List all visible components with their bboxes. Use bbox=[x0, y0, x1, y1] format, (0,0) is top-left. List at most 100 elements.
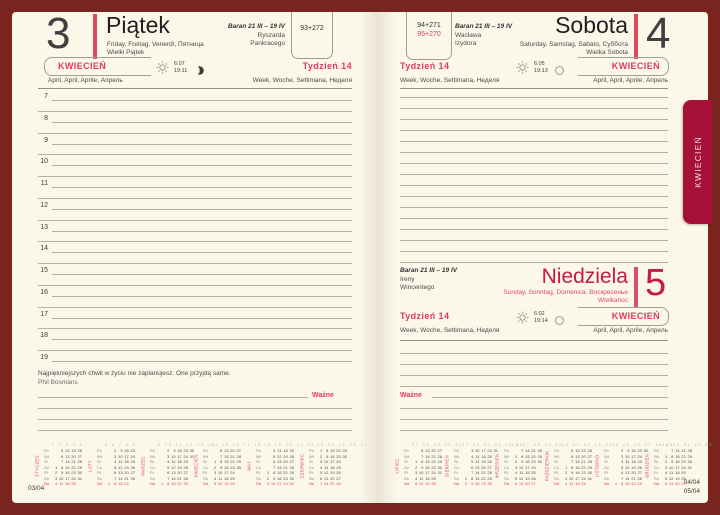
day-cell: 28 bbox=[587, 459, 592, 464]
ruled-line bbox=[52, 121, 352, 123]
day-cell: 3 bbox=[621, 453, 624, 459]
day-cell: 26 bbox=[336, 470, 341, 475]
mini-calendar-row: Pn 2 9 16 23 30 bbox=[604, 448, 648, 454]
day-cell: 27 bbox=[487, 464, 492, 470]
day-cell: 12 bbox=[118, 464, 123, 470]
day-cell: 13 bbox=[323, 475, 329, 481]
day-cell: 18 bbox=[525, 470, 530, 475]
saturday-month-box bbox=[578, 57, 669, 76]
day-cell: 23 bbox=[481, 481, 486, 486]
day-cell: 5 bbox=[571, 448, 574, 453]
hour-label: 8 bbox=[44, 114, 48, 122]
mini-calendar-month-label: SIERPIEŃ bbox=[444, 455, 450, 477]
mini-calendar-row: Nd 5 12 19 26 bbox=[203, 481, 250, 487]
day-cell: 16 bbox=[224, 464, 229, 470]
day-abbrev-label: Wt bbox=[404, 453, 409, 459]
day-cell: 6 bbox=[514, 481, 518, 486]
right-page-footer-bottom: 05/04 bbox=[683, 488, 700, 495]
ruled-line bbox=[400, 408, 668, 409]
saturday-sunset-time: 19:13 bbox=[534, 67, 548, 74]
mini-calendar-row: Śr 3 10 17 24 bbox=[309, 459, 356, 465]
day-cell: 22 bbox=[681, 453, 686, 459]
day-cell: 11 bbox=[59, 481, 64, 486]
day-cell: 16 bbox=[277, 475, 282, 481]
day-cell: 22 bbox=[177, 481, 182, 486]
day-cell: 26 bbox=[130, 464, 135, 470]
day-cell: 16 bbox=[177, 448, 182, 453]
day-cell: 18 bbox=[481, 453, 486, 459]
mini-calendar-month-label: LISTOPAD bbox=[594, 454, 600, 478]
day-cell: 21 bbox=[531, 448, 536, 453]
day-cell: 19 bbox=[631, 464, 636, 470]
mini-calendar-row: So 5 12 19 26 bbox=[654, 476, 698, 482]
day-cell: 1 bbox=[464, 475, 468, 481]
day-abbrev-label: Wt bbox=[504, 453, 509, 459]
day-cell bbox=[235, 481, 241, 487]
week-numbers-row: 40 41 42 43 44 bbox=[562, 443, 614, 447]
day-abbrev-label: Śr bbox=[454, 459, 458, 464]
day-cell: 15 bbox=[425, 459, 430, 464]
day-cell: 9 bbox=[220, 464, 223, 470]
day-abbrev-label: Pt bbox=[554, 470, 558, 475]
day-cell: 24 bbox=[531, 464, 536, 470]
day-cell: 10 bbox=[58, 475, 64, 481]
day-cell: 9 bbox=[326, 453, 329, 459]
day-cell: 11 bbox=[324, 464, 329, 470]
day-cell: 23 bbox=[230, 464, 235, 470]
mini-calendar-październik: PAŹDZIERNIK 40 41 42 43 44 Pn 5 12 19 26 Wt 6 13 2… bbox=[545, 443, 614, 489]
day-cell: 19 bbox=[425, 481, 430, 486]
day-cell: 23 bbox=[183, 448, 188, 453]
day-cell: 2 bbox=[464, 481, 468, 486]
day-cell: 19 bbox=[581, 448, 586, 453]
mini-calendar-month-label: CZERWIEC bbox=[299, 453, 305, 479]
mini-calendar-row: Pn 7 14 21 28 bbox=[504, 448, 548, 454]
hour-label: 13 bbox=[40, 223, 48, 231]
day-cell: 4 bbox=[621, 459, 624, 464]
day-cell: 20 bbox=[230, 448, 235, 453]
day-cell: 15 bbox=[118, 481, 123, 486]
moon-full-icon bbox=[554, 63, 565, 81]
ruled-line bbox=[400, 386, 668, 387]
day-cell: 27 bbox=[236, 448, 241, 453]
mini-calendar-row: Pt 2 9 16 23 30 bbox=[44, 470, 91, 476]
day-cell: 11 bbox=[218, 475, 223, 481]
day-cell: 18 bbox=[65, 481, 70, 486]
day-cell: 2 bbox=[664, 459, 668, 464]
ruled-line bbox=[400, 185, 668, 186]
day-cell: 24 bbox=[230, 470, 235, 475]
day-cell: 3 bbox=[114, 453, 117, 459]
mini-calendar-month-label: MARZEC bbox=[140, 456, 146, 476]
day-abbrev-label: Nd bbox=[309, 481, 315, 486]
ruled-line bbox=[38, 110, 352, 112]
day-cell: 15 bbox=[625, 481, 630, 486]
day-cell: 1 bbox=[514, 453, 518, 459]
ruled-line bbox=[38, 154, 352, 156]
day-cell: 17 bbox=[425, 470, 430, 475]
day-cell: 27 bbox=[336, 475, 341, 481]
day-cell: 20 bbox=[71, 453, 76, 459]
day-cell: 26 bbox=[531, 475, 536, 481]
ruled-line bbox=[400, 229, 668, 230]
ruled-line bbox=[38, 408, 352, 409]
day-cell: 8 bbox=[621, 481, 624, 486]
ruled-line bbox=[38, 132, 352, 134]
day-cell: 9 bbox=[627, 448, 630, 453]
day-cell bbox=[586, 481, 592, 487]
day-cell: 3 bbox=[54, 475, 58, 481]
day-cell: 13 bbox=[118, 470, 123, 475]
day-abbrev-label: Wt bbox=[150, 453, 155, 459]
day-cell: 20 bbox=[525, 481, 530, 486]
day-cell: 24 bbox=[71, 475, 76, 481]
day-cell: 6 bbox=[273, 459, 276, 464]
week-numbers-row: 44 45 46 47 48 49 bbox=[612, 443, 675, 447]
day-cell: 7 bbox=[671, 448, 674, 453]
day-cell: 29 bbox=[487, 475, 492, 481]
day-abbrev-label: Cz bbox=[504, 464, 509, 470]
day-abbrev-label: Pn bbox=[504, 448, 509, 453]
day-cell: 23 bbox=[637, 448, 642, 453]
day-abbrev-label: Nd bbox=[97, 481, 103, 486]
day-cell: 28 bbox=[487, 470, 492, 475]
day-cell: 27 bbox=[437, 448, 442, 453]
day-cell: 22 bbox=[481, 475, 486, 481]
mini-calendar-month-label: KWIECIEŃ bbox=[193, 454, 199, 478]
